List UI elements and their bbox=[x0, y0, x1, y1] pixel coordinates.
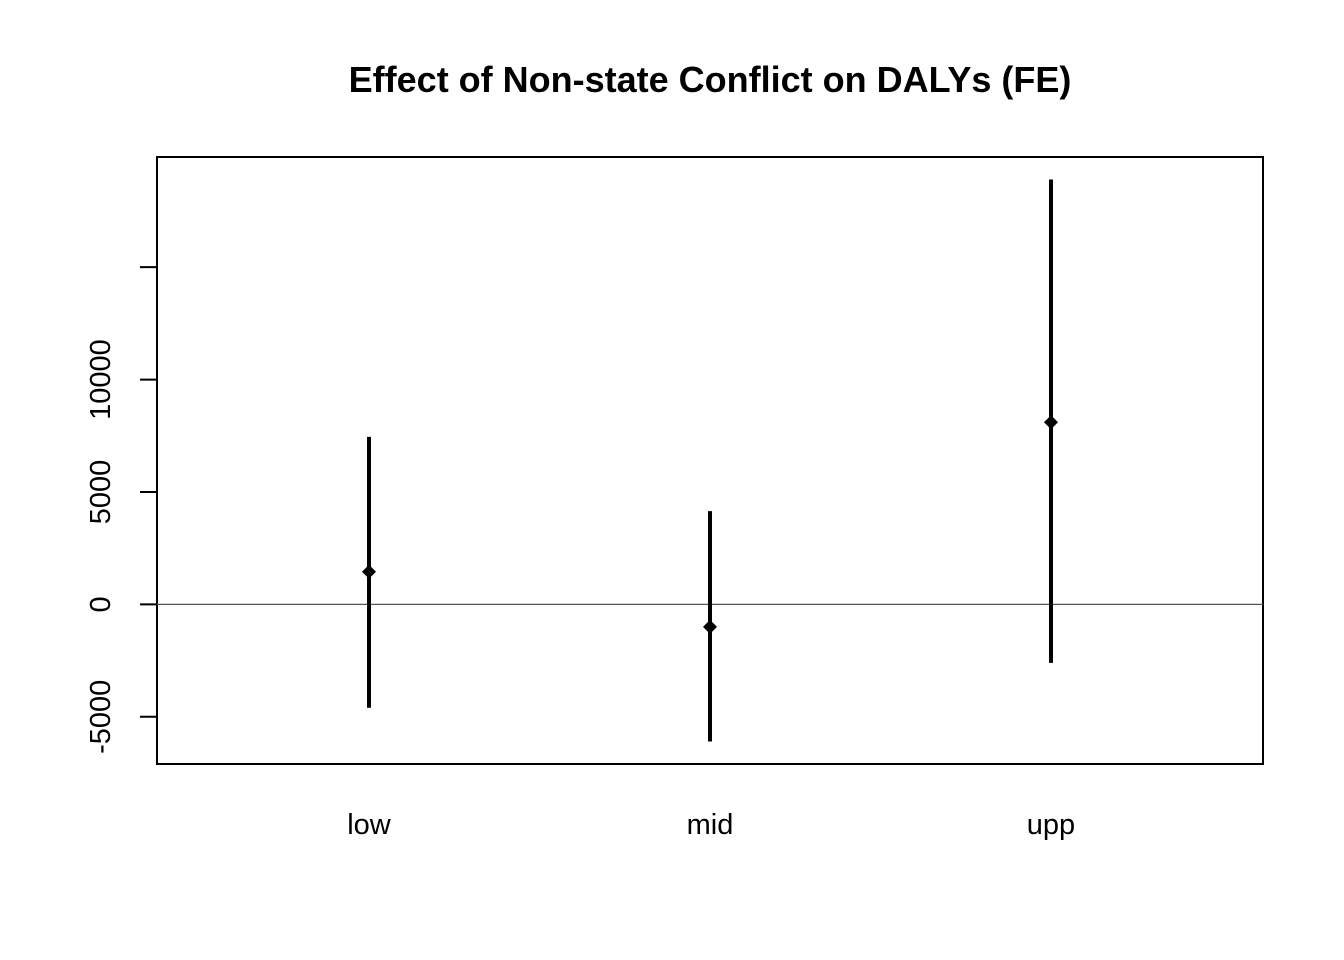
x-axis: low mid upp bbox=[347, 809, 1075, 841]
x-tick-label: mid bbox=[687, 809, 734, 841]
y-tick-label: 0 bbox=[85, 596, 117, 612]
plot-frame bbox=[156, 156, 1264, 765]
y-tick-label: 10000 bbox=[85, 339, 117, 420]
chart-title: Effect of Non-state Conflict on DALYs (F… bbox=[349, 59, 1072, 100]
marks-layer bbox=[362, 179, 1058, 742]
y-tick-label: 5000 bbox=[85, 460, 117, 525]
x-tick-label: upp bbox=[1027, 809, 1075, 841]
point-estimate bbox=[703, 619, 717, 634]
y-tick-label: -5000 bbox=[85, 680, 117, 754]
y-axis: -5000 0 5000 10000 bbox=[85, 266, 157, 754]
point-estimate bbox=[362, 564, 376, 579]
point-estimate bbox=[1044, 415, 1058, 430]
x-tick-label: low bbox=[347, 809, 392, 841]
